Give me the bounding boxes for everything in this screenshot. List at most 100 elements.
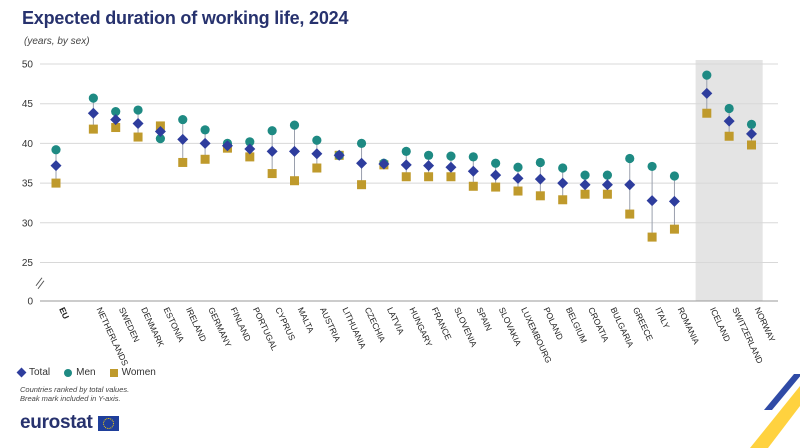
women-point-17	[446, 172, 456, 182]
women-point-30	[747, 140, 756, 150]
y-tick-label-40: 40	[22, 139, 34, 150]
legend-item-total: Total	[16, 367, 50, 378]
total-point-0	[50, 160, 62, 172]
women-point-20	[513, 186, 523, 196]
total-point-11	[311, 148, 323, 160]
decorative-stripes	[750, 374, 800, 448]
women-point-9	[267, 169, 277, 179]
brand-name: eurostat	[20, 412, 93, 433]
x-tick-label-21: POLAND	[542, 306, 566, 342]
total-point-24	[601, 179, 613, 191]
x-tick-label-3: DENMARK	[139, 306, 166, 349]
y-tick-label-45: 45	[22, 99, 34, 110]
x-tick-label-5: IRELAND	[184, 306, 209, 344]
women-point-18	[468, 181, 478, 191]
men-point-21	[535, 157, 545, 168]
total-point-29	[723, 115, 735, 127]
women-point-22	[558, 195, 568, 205]
x-tick-label-0: EU	[57, 306, 71, 321]
women-point-0	[51, 178, 61, 188]
total-point-7	[221, 140, 233, 152]
men-point-10	[289, 120, 300, 130]
total-point-2	[110, 114, 122, 126]
women-point-27	[669, 224, 679, 234]
women-point-21	[535, 191, 545, 201]
total-point-18	[467, 165, 479, 177]
total-point-17	[445, 161, 457, 173]
total-point-10	[289, 145, 300, 157]
men-point-23	[580, 170, 590, 180]
women-point-10	[290, 176, 299, 186]
men-point-27	[669, 171, 680, 181]
eu-flag-icon	[97, 415, 119, 431]
x-tick-label-4: ESTONIA	[162, 306, 187, 344]
decor-stripe-blue	[764, 374, 800, 410]
total-point-25	[624, 179, 636, 191]
decor-stripe-yellow	[750, 386, 800, 448]
eurostat-logo: eurostat	[20, 412, 119, 434]
men-point-24	[602, 170, 613, 180]
square-marker-icon	[109, 368, 118, 377]
men-point-2	[111, 107, 121, 117]
men-point-19	[491, 158, 501, 168]
total-point-30	[746, 128, 757, 140]
women-point-6	[200, 154, 210, 164]
men-point-8	[245, 137, 255, 147]
legend-label-women: Women	[121, 367, 156, 378]
men-point-22	[558, 163, 568, 173]
note-ranking: Countries ranked by total values.	[20, 385, 130, 394]
men-point-11	[312, 135, 322, 145]
x-tick-label-22: BELGIUM	[564, 306, 589, 345]
y-tick-label-30: 30	[22, 218, 34, 229]
total-point-14	[378, 158, 390, 170]
women-point-16	[424, 172, 434, 182]
women-point-19	[491, 182, 501, 192]
total-point-20	[512, 172, 524, 184]
women-point-8	[245, 152, 255, 162]
axis-break-mark	[35, 277, 45, 290]
legend-item-women: Women	[109, 367, 156, 378]
women-point-5	[178, 157, 188, 167]
x-tick-label-9: CYPRUS	[273, 306, 297, 343]
total-point-3	[132, 118, 144, 130]
x-tick-label-30: NORWAY	[753, 306, 778, 344]
women-point-15	[401, 172, 411, 182]
women-point-4	[155, 121, 165, 131]
men-point-29	[724, 103, 734, 114]
chart-legend: Total Men Women	[16, 367, 156, 378]
total-point-19	[490, 169, 502, 181]
total-point-26	[646, 195, 658, 207]
y-tick-label-0: 0	[27, 297, 33, 308]
total-point-8	[244, 143, 256, 155]
x-tick-label-23: CROATIA	[586, 306, 611, 344]
women-point-3	[133, 132, 143, 142]
y-tick-label-35: 35	[22, 179, 34, 190]
x-tick-label-18: SPAIN	[474, 306, 494, 333]
men-point-20	[513, 162, 523, 172]
total-point-22	[557, 177, 569, 189]
x-tick-label-13: CZECHIA	[363, 306, 388, 344]
note-break: Break mark included in Y-axis.	[20, 394, 121, 403]
men-point-28	[702, 70, 712, 80]
x-tick-label-16: FRANCE	[430, 306, 454, 342]
men-point-15	[401, 146, 411, 156]
men-point-5	[178, 114, 188, 125]
total-point-13	[356, 157, 368, 169]
x-tick-label-6: GERMANY	[206, 306, 233, 349]
women-point-29	[724, 131, 734, 141]
x-tick-label-27: ROMANIA	[676, 306, 702, 346]
total-point-16	[423, 160, 435, 172]
total-point-6	[199, 137, 211, 149]
women-point-26	[647, 232, 657, 242]
x-tick-label-26: ITALY	[653, 306, 672, 331]
men-point-13	[356, 138, 367, 148]
x-tick-label-17: SLOVENIA	[452, 306, 479, 349]
chart-notes: Countries ranked by total values. Break …	[20, 385, 129, 403]
chart-subtitle: (years, by sex)	[24, 36, 90, 47]
total-point-12	[333, 149, 345, 161]
men-point-9	[267, 126, 277, 136]
total-point-1	[87, 107, 99, 119]
women-point-13	[357, 180, 367, 190]
men-point-26	[647, 161, 657, 172]
